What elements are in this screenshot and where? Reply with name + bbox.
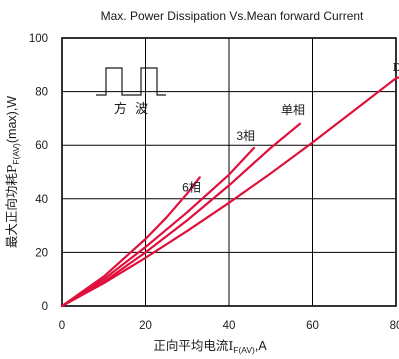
y-axis-label: 最大正向功耗PF(AV)(max),W	[4, 96, 21, 248]
y-axis-label-sub: F(AV)	[11, 143, 21, 165]
x-tick-label-2: 40	[223, 320, 236, 332]
series-line-0	[60, 76, 399, 308]
x-axis-label-suffix: ,A	[255, 339, 267, 353]
plot-frame	[61, 37, 397, 307]
square-wave-label: 方 波	[114, 101, 148, 117]
x-tick-label-0: 0	[59, 320, 65, 332]
series-label-3: 6相	[182, 180, 201, 194]
series-line-2	[60, 146, 256, 308]
series-labels: DC 单相 3相 6相	[182, 61, 399, 195]
y-tick-label-0: 0	[42, 301, 48, 313]
y-tick-label-3: 60	[35, 140, 48, 152]
y-tick-label-1: 20	[35, 247, 48, 259]
square-wave-inset: 方 波	[96, 67, 166, 117]
chart-title: Max. Power Dissipation Vs.Mean forward C…	[101, 9, 364, 23]
x-axis-label-main: 正向平均电流I	[153, 338, 233, 353]
x-tick-label-1: 20	[139, 320, 152, 332]
series-lines	[60, 76, 399, 308]
y-axis-label-suffix: (max),W	[5, 96, 19, 143]
series-label-0: DC	[393, 61, 399, 74]
x-tick-label-3: 60	[306, 320, 319, 332]
series-label-1: 单相	[281, 103, 305, 117]
square-wave-icon	[96, 67, 166, 96]
y-axis-label-main: 最大正向功耗P	[4, 165, 19, 248]
grid	[62, 38, 396, 306]
x-axis-ticks: 0 20 40 60 80	[59, 320, 399, 332]
series-line-3	[60, 176, 201, 308]
y-tick-label-5: 100	[29, 33, 48, 45]
series-label-2: 3相	[236, 129, 255, 143]
x-axis-label: 正向平均电流IF(AV),A	[153, 338, 267, 355]
series-line-1	[60, 122, 302, 308]
x-tick-label-4: 80	[390, 320, 399, 332]
y-tick-label-4: 80	[35, 87, 48, 99]
y-axis-ticks: 0 20 40 60 80 100	[29, 33, 48, 313]
y-tick-label-2: 40	[35, 194, 48, 206]
x-axis-label-sub: F(AV)	[233, 345, 255, 355]
